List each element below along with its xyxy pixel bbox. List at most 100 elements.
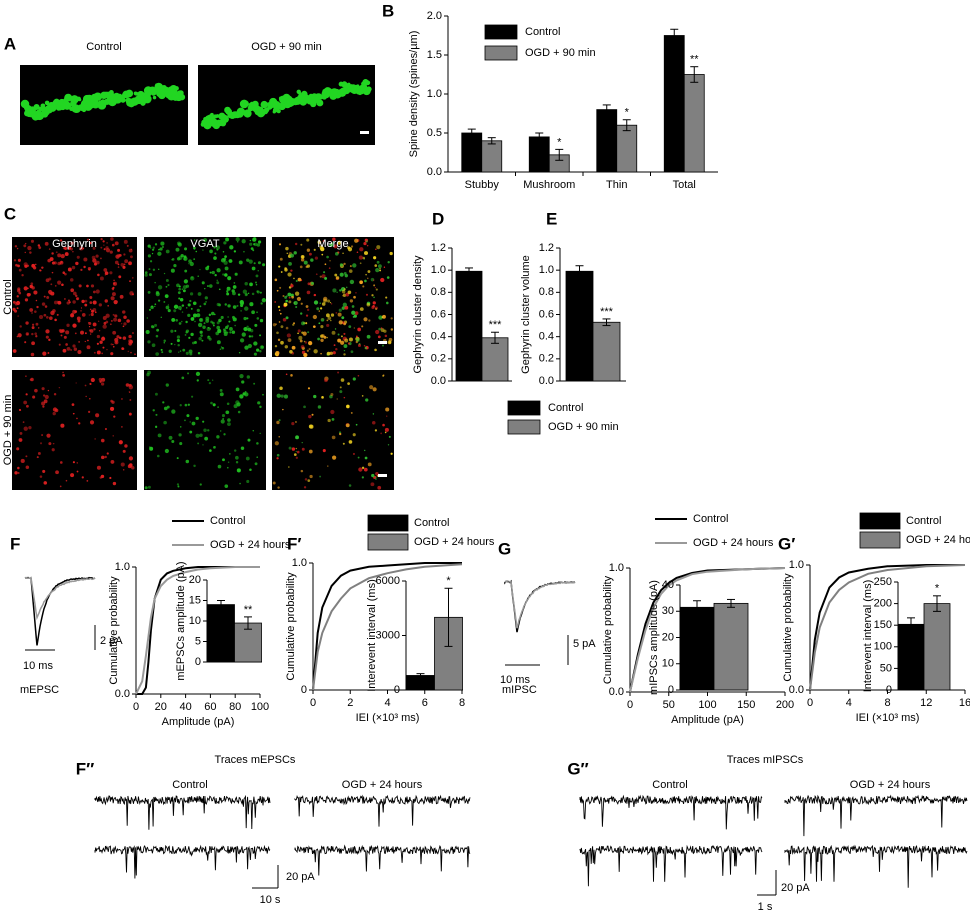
puncta bbox=[223, 328, 226, 332]
puncta bbox=[257, 401, 261, 405]
puncta bbox=[122, 265, 126, 269]
puncta bbox=[357, 456, 360, 459]
puncta bbox=[373, 296, 375, 299]
puncta bbox=[330, 392, 334, 397]
bar bbox=[683, 74, 705, 173]
puncta bbox=[131, 465, 135, 470]
puncta bbox=[60, 334, 63, 337]
y-tick-label: 0.8 bbox=[431, 286, 446, 298]
puncta bbox=[99, 276, 104, 281]
puncta bbox=[355, 335, 358, 338]
y-tick-label: 200 bbox=[874, 598, 892, 610]
puncta bbox=[251, 266, 256, 271]
puncta bbox=[75, 261, 79, 266]
puncta bbox=[341, 306, 346, 310]
puncta bbox=[159, 247, 163, 251]
x-tick-label: 0 bbox=[310, 697, 316, 709]
puncta bbox=[98, 303, 102, 307]
puncta bbox=[343, 349, 346, 352]
puncta bbox=[211, 379, 214, 381]
puncta bbox=[385, 296, 388, 299]
puncta bbox=[243, 326, 248, 332]
puncta bbox=[65, 330, 70, 335]
puncta bbox=[375, 308, 378, 310]
puncta bbox=[34, 263, 37, 266]
puncta bbox=[126, 319, 130, 323]
y-tick-label: 1.0 bbox=[427, 88, 442, 100]
puncta bbox=[227, 466, 229, 469]
puncta bbox=[276, 289, 279, 292]
puncta bbox=[373, 256, 377, 260]
y-tick-label: 1.2 bbox=[539, 242, 554, 254]
puncta bbox=[256, 243, 261, 247]
puncta bbox=[48, 277, 52, 281]
puncta bbox=[227, 422, 231, 426]
puncta bbox=[224, 484, 229, 488]
puncta bbox=[160, 316, 163, 319]
puncta bbox=[234, 272, 238, 276]
puncta bbox=[301, 447, 305, 451]
puncta bbox=[72, 412, 75, 415]
puncta bbox=[306, 248, 311, 252]
puncta bbox=[375, 248, 377, 251]
puncta bbox=[303, 340, 306, 343]
puncta bbox=[226, 292, 230, 296]
puncta bbox=[312, 325, 316, 329]
puncta bbox=[389, 251, 393, 256]
puncta bbox=[384, 431, 387, 434]
puncta bbox=[26, 264, 30, 267]
trace-label: mIPSC bbox=[502, 684, 537, 696]
puncta bbox=[118, 275, 122, 279]
puncta bbox=[171, 409, 176, 414]
puncta bbox=[128, 463, 133, 467]
puncta bbox=[367, 462, 372, 467]
puncta bbox=[274, 441, 279, 446]
puncta bbox=[89, 329, 94, 333]
puncta bbox=[255, 281, 257, 284]
puncta bbox=[377, 335, 381, 339]
puncta bbox=[306, 238, 310, 242]
puncta bbox=[48, 289, 53, 295]
current-trace bbox=[784, 844, 968, 888]
puncta bbox=[243, 316, 247, 321]
puncta bbox=[185, 331, 188, 334]
puncta bbox=[306, 290, 311, 295]
puncta bbox=[224, 255, 227, 258]
puncta bbox=[178, 433, 182, 437]
puncta bbox=[69, 247, 74, 251]
legend-swatch bbox=[367, 514, 409, 532]
y-tick-label: 0.0 bbox=[539, 375, 554, 387]
puncta bbox=[42, 469, 46, 473]
puncta bbox=[349, 279, 355, 285]
puncta bbox=[16, 307, 19, 310]
puncta bbox=[288, 300, 292, 304]
puncta bbox=[95, 413, 100, 418]
puncta bbox=[233, 404, 238, 409]
puncta bbox=[109, 271, 113, 275]
y-tick-label: 0.0 bbox=[431, 375, 446, 387]
puncta bbox=[219, 392, 224, 397]
current-trace bbox=[579, 844, 763, 887]
legend-label: OGD + 90 min bbox=[548, 421, 619, 433]
puncta bbox=[253, 243, 256, 246]
puncta bbox=[57, 261, 61, 266]
puncta bbox=[179, 426, 182, 428]
puncta bbox=[57, 280, 62, 285]
y-tick-label: 0.4 bbox=[539, 331, 554, 343]
puncta bbox=[343, 353, 346, 356]
panel-letter: B bbox=[382, 1, 394, 20]
bar bbox=[565, 270, 594, 382]
puncta bbox=[72, 323, 77, 328]
puncta bbox=[128, 384, 134, 390]
puncta bbox=[352, 315, 355, 318]
puncta bbox=[242, 289, 248, 294]
puncta bbox=[364, 279, 367, 283]
y-tick-label: 1.0 bbox=[115, 561, 130, 573]
puncta bbox=[226, 286, 231, 291]
puncta bbox=[104, 427, 107, 431]
puncta bbox=[43, 399, 48, 404]
puncta bbox=[323, 296, 328, 302]
x-axis-label: Amplitude (pA) bbox=[162, 716, 235, 728]
puncta bbox=[349, 265, 352, 268]
puncta bbox=[204, 296, 208, 300]
